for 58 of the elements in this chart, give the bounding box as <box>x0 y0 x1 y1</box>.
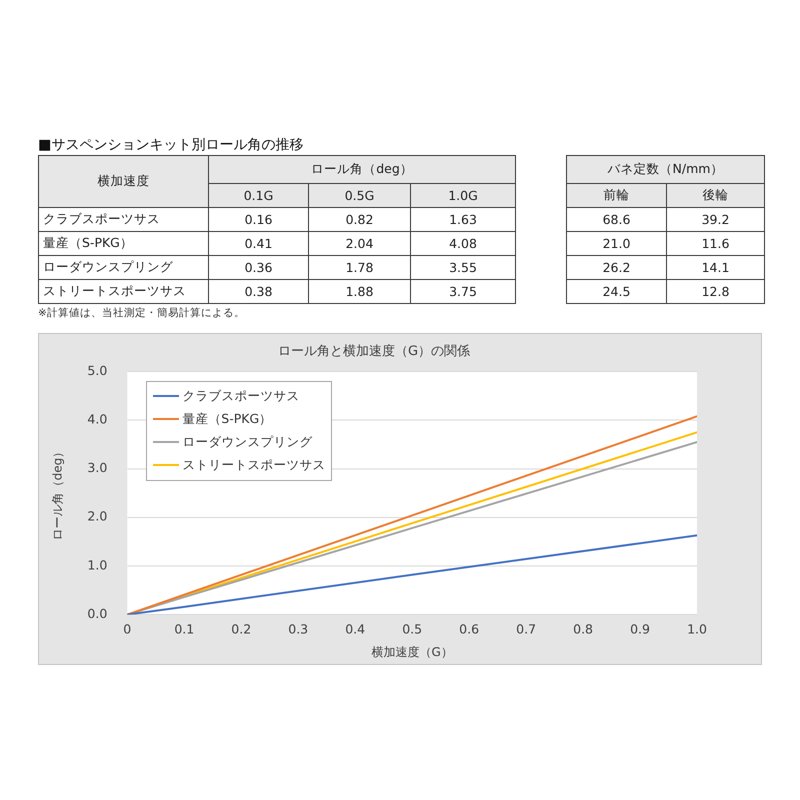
data-label: 2.04 <box>308 232 410 256</box>
text: 1.0G <box>410 184 516 208</box>
data-label: 11.6 <box>666 232 765 256</box>
data-label: 39.2 <box>666 208 765 232</box>
data-label: 21.0 <box>566 232 666 256</box>
category-label: クラブスポーツサス <box>38 208 208 232</box>
x-tick-label: 0.7 <box>516 621 536 636</box>
text: 横加速度 <box>38 156 208 208</box>
text: 0.1G <box>208 184 308 208</box>
x-tick-label: 0.4 <box>345 621 366 636</box>
data-label: 26.2 <box>566 256 666 280</box>
data-label: 0.82 <box>308 208 410 232</box>
chart-title: ロール角と横加速度（G）の関係 <box>278 343 470 360</box>
x-tick-label: 0 <box>123 621 132 636</box>
data-label: 0.41 <box>208 232 308 256</box>
x-tick-label: 0.8 <box>573 621 594 636</box>
data-label: 14.1 <box>666 256 765 280</box>
category-label: 量産（S-PKG） <box>38 232 208 256</box>
data-label: 0.36 <box>208 256 308 280</box>
x-tick-label: 0.6 <box>459 621 480 636</box>
text: ロール角（deg） <box>208 156 516 184</box>
y-tick-label: 1.0 <box>87 557 108 572</box>
x-tick-label: 1.0 <box>687 621 707 636</box>
y-tick-label: 3.0 <box>87 460 108 476</box>
text: バネ定数（N/mm） <box>566 156 765 184</box>
text: 0.5G <box>308 184 410 208</box>
text: 後輪 <box>666 184 765 208</box>
data-label: 1.63 <box>410 208 516 232</box>
legend-label: クラブスポーツサス <box>182 388 300 405</box>
data-label: 0.16 <box>208 208 308 232</box>
y-tick-label: 5.0 <box>87 362 108 378</box>
data-label: 68.6 <box>566 208 666 232</box>
text: 前輪 <box>566 184 666 208</box>
x-tick-label: 0.2 <box>231 621 252 636</box>
legend-label: ストリートスポーツサス <box>182 456 326 474</box>
data-label: 1.88 <box>308 280 410 304</box>
y-tick-label: 4.0 <box>87 411 108 426</box>
x-axis-title: 横加速度（G） <box>371 644 453 659</box>
x-tick-label: 0.3 <box>288 621 308 636</box>
data-label: 0.38 <box>208 280 308 304</box>
data-label: 4.08 <box>410 232 516 256</box>
category-label: ローダウンスプリング <box>38 256 208 280</box>
data-label: 3.75 <box>410 280 516 304</box>
x-tick-label: 0.1 <box>174 621 194 636</box>
data-label: 1.78 <box>308 256 410 280</box>
legend-label: ローダウンスプリング <box>182 434 312 451</box>
data-label: 3.55 <box>410 256 516 280</box>
y-tick-label: 2.0 <box>87 508 108 524</box>
legend-label: 量産（S-PKG） <box>182 410 272 428</box>
data-label: 12.8 <box>666 280 765 304</box>
x-tick-label: 0.9 <box>630 621 650 636</box>
text: ■サスペンションキット別ロール角の推移 <box>38 136 304 155</box>
y-axis-title: ロール角（deg） <box>50 446 64 540</box>
y-tick-label: 0.0 <box>87 606 108 621</box>
text: ※計算値は、当社測定・簡易計算による。 <box>38 306 246 320</box>
x-tick-label: 0.5 <box>402 621 422 636</box>
category-label: ストリートスポーツサス <box>38 280 208 304</box>
data-label: 24.5 <box>566 280 666 304</box>
